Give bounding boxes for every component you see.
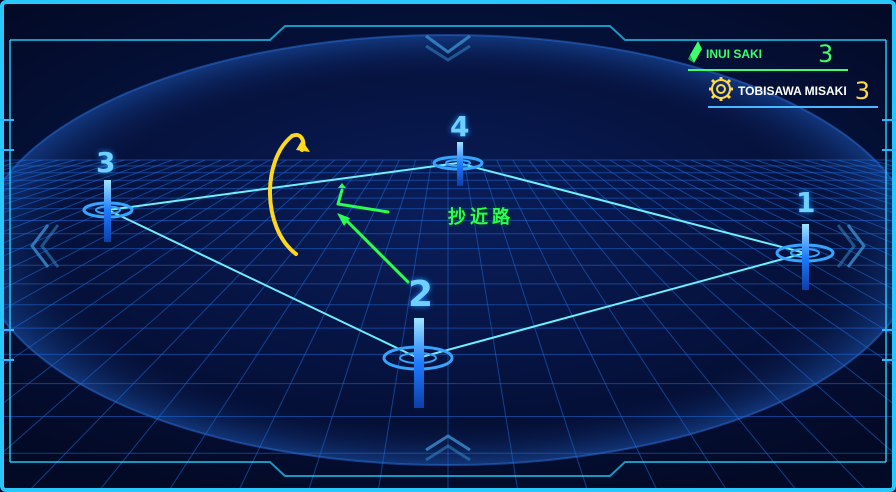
grid-line [377, 159, 433, 492]
marker-label-1: 1 [796, 186, 816, 219]
grid-line [0, 159, 303, 368]
grid-line [625, 159, 896, 312]
grid-line [690, 159, 896, 245]
grid-line [307, 159, 417, 492]
grid-line [463, 159, 519, 492]
grid-line [512, 159, 729, 492]
grid-line [237, 159, 400, 492]
grid-line [496, 159, 659, 492]
marker-pole-1 [802, 224, 809, 290]
grid-line [528, 159, 799, 492]
marker-pole-4 [457, 142, 463, 186]
marker-label-2: 2 [408, 274, 434, 315]
rotation-arrowhead [296, 140, 310, 152]
grid-line [609, 159, 896, 338]
marker-pole-3 [104, 180, 111, 242]
grid-line [0, 159, 189, 234]
marker-label-3: 3 [96, 146, 116, 179]
grid-line [0, 159, 319, 407]
grid-line [561, 159, 896, 456]
shortcut-arrow-icon [336, 188, 410, 284]
hud-chevrons [30, 34, 866, 462]
hud-ticks [0, 119, 896, 361]
grid-line [0, 159, 271, 312]
grid-line [0, 159, 206, 245]
grid-line [167, 159, 384, 492]
grid-line [0, 159, 173, 224]
grid-line [642, 159, 896, 291]
player2-name: TOBISAWA MISAKI [738, 84, 847, 98]
player2-score: 3 [854, 77, 870, 105]
grid-line [0, 159, 287, 338]
floor-grid [0, 159, 896, 492]
player1-score: 3 [818, 40, 834, 68]
marker-label-4: 4 [450, 110, 470, 143]
grid-line [27, 159, 352, 492]
player1-name: INUI SAKI [706, 47, 763, 61]
shortcut-label: 抄近路 [448, 207, 514, 228]
grid-line [577, 159, 896, 407]
grid-line [723, 159, 896, 224]
grid-line [97, 159, 368, 492]
shortcut-arrowhead-small [338, 183, 346, 188]
grid-line [674, 159, 896, 259]
crystal-icon [688, 41, 702, 67]
grid-line [593, 159, 896, 368]
player2-score-row: TOBISAWA MISAKI 3 [708, 77, 870, 105]
grid-line [707, 159, 896, 234]
gear-emblem-icon [708, 77, 734, 105]
shortcut-arrowhead [337, 213, 350, 226]
grid-line [0, 159, 254, 291]
grid-line [658, 159, 896, 274]
player1-score-row: INUI SAKI 3 [688, 40, 833, 68]
marker-pole-2 [414, 318, 424, 408]
grid-line [544, 159, 869, 492]
